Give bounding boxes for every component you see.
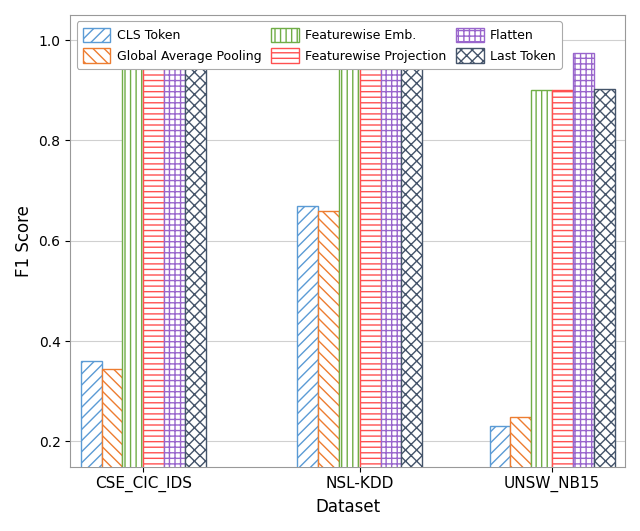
Bar [381,53,401,531]
Legend: CLS Token, Global Average Pooling, Featurewise Emb., Featurewise Projection, Fla: CLS Token, Global Average Pooling, Featu… [77,21,562,69]
Bar [552,90,573,531]
Bar [531,90,552,531]
Bar [122,56,143,531]
Bar [339,53,360,531]
Bar [164,58,185,531]
Bar [318,211,339,531]
Bar [510,417,531,531]
Bar [594,89,614,531]
Bar [573,53,594,531]
Bar [81,361,102,531]
Y-axis label: F1 Score: F1 Score [15,205,33,277]
Bar [185,58,205,531]
Bar [401,51,422,531]
X-axis label: Dataset: Dataset [315,498,380,516]
Bar [360,55,381,531]
Bar [490,426,510,531]
Bar [143,58,164,531]
Bar [102,369,122,531]
Bar [297,205,318,531]
